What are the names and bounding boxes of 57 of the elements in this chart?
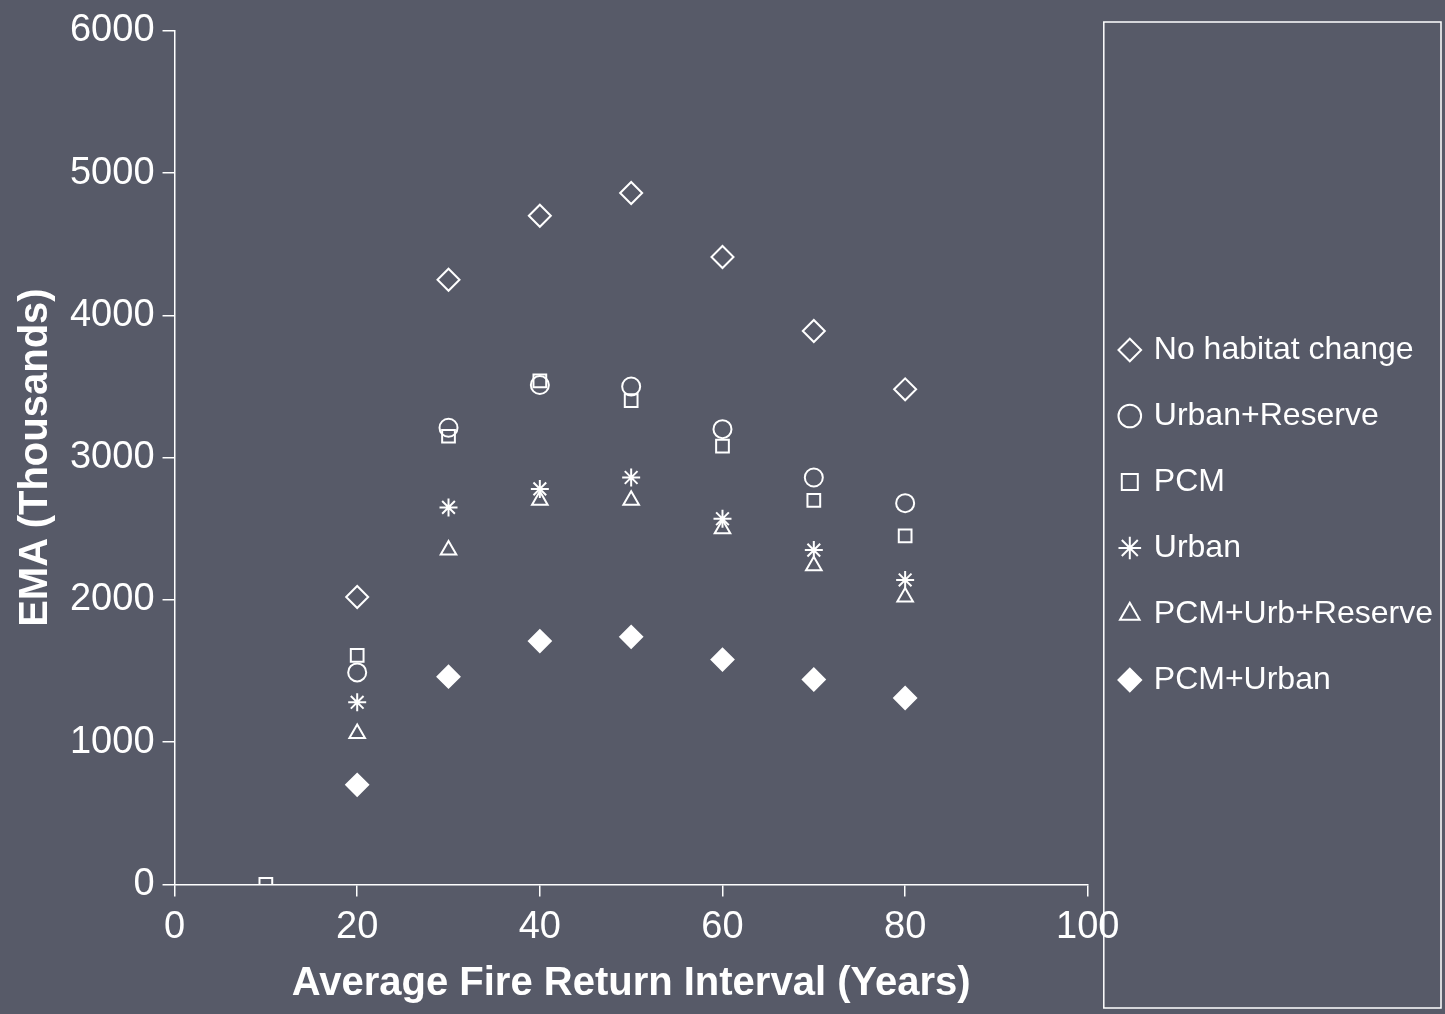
x-tick-label: 0 — [163, 903, 186, 946]
point — [895, 493, 916, 514]
point — [345, 585, 370, 610]
point — [897, 528, 913, 544]
legend-label: Urban+Reserve — [1153, 395, 1379, 432]
point — [349, 647, 365, 663]
x-tick-label: 20 — [336, 903, 379, 946]
point — [436, 267, 461, 292]
point — [803, 467, 824, 488]
point — [893, 377, 918, 402]
y-tick-label: 0 — [133, 860, 155, 903]
legend-label: Urban — [1153, 527, 1241, 564]
point — [806, 492, 822, 508]
point — [801, 318, 826, 343]
point — [529, 478, 550, 499]
point — [623, 393, 639, 409]
x-tick-label: 80 — [884, 903, 927, 946]
y-tick-label: 3000 — [69, 434, 155, 477]
point — [345, 772, 370, 797]
point — [347, 662, 368, 683]
point — [527, 629, 552, 654]
y-tick-label: 4000 — [69, 291, 155, 334]
y-tick-label: 5000 — [69, 149, 155, 192]
x-axis-title: Average Fire Return Interval (Years) — [291, 959, 971, 1004]
point — [803, 540, 824, 561]
point — [619, 180, 644, 205]
point — [436, 664, 461, 689]
legend-label: PCM+Urban — [1153, 659, 1331, 696]
x-tick-label: 40 — [518, 903, 561, 946]
point — [439, 540, 458, 556]
y-tick-label: 6000 — [69, 7, 155, 50]
y-axis-title: EMA (Thousands) — [11, 288, 56, 627]
legend-label: No habitat change — [1153, 329, 1414, 366]
point — [347, 692, 368, 713]
point — [710, 647, 735, 672]
point — [712, 508, 733, 529]
point — [621, 467, 642, 488]
point — [348, 723, 366, 740]
point — [438, 417, 459, 438]
legend-label: PCM — [1153, 461, 1225, 498]
point — [529, 375, 550, 396]
y-tick-label: 2000 — [69, 576, 155, 619]
point — [712, 419, 733, 440]
y-tick-label: 1000 — [69, 718, 155, 761]
point — [710, 245, 735, 269]
point — [438, 497, 459, 518]
point — [441, 428, 456, 444]
point — [896, 587, 914, 603]
x-tick-label: 60 — [701, 903, 744, 946]
point — [527, 203, 552, 228]
point — [619, 624, 644, 649]
point — [715, 438, 730, 454]
legend-label: PCM+Urb+Reserve — [1153, 593, 1433, 630]
point — [895, 569, 916, 590]
point — [621, 376, 642, 397]
point — [893, 686, 918, 711]
point — [801, 667, 826, 692]
